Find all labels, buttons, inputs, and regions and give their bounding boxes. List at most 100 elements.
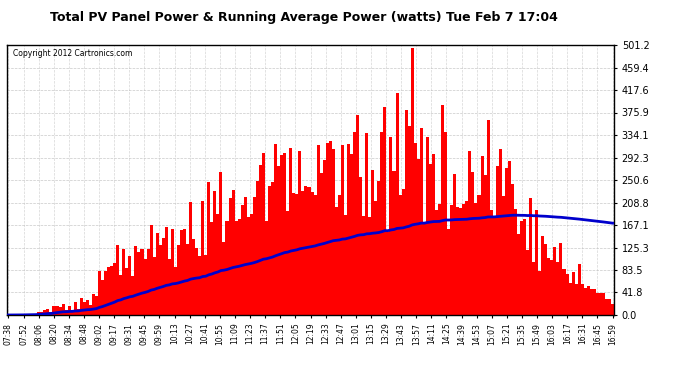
- Bar: [31, 314, 34, 315]
- Bar: [65, 310, 68, 315]
- Bar: [456, 207, 460, 315]
- Bar: [584, 288, 586, 315]
- Bar: [195, 248, 198, 315]
- Bar: [429, 164, 432, 315]
- Bar: [280, 155, 283, 315]
- Bar: [581, 285, 584, 315]
- Bar: [453, 174, 456, 315]
- Bar: [159, 245, 161, 315]
- Bar: [313, 195, 317, 315]
- Bar: [368, 216, 371, 315]
- Bar: [201, 201, 204, 315]
- Bar: [541, 236, 544, 315]
- Bar: [499, 149, 502, 315]
- Bar: [465, 201, 469, 315]
- Bar: [80, 298, 83, 315]
- Bar: [107, 267, 110, 315]
- Bar: [386, 231, 389, 315]
- Bar: [362, 216, 365, 315]
- Bar: [328, 141, 332, 315]
- Bar: [556, 262, 560, 315]
- Bar: [404, 110, 408, 315]
- Bar: [298, 151, 302, 315]
- Bar: [344, 214, 347, 315]
- Bar: [475, 203, 477, 315]
- Bar: [141, 249, 144, 315]
- Bar: [520, 221, 523, 315]
- Bar: [122, 249, 126, 315]
- Bar: [86, 300, 89, 315]
- Bar: [480, 156, 484, 315]
- Bar: [37, 312, 40, 315]
- Bar: [52, 306, 55, 315]
- Bar: [359, 177, 362, 315]
- Bar: [119, 275, 122, 315]
- Bar: [210, 222, 213, 315]
- Bar: [447, 229, 450, 315]
- Bar: [384, 107, 386, 315]
- Bar: [460, 208, 462, 315]
- Bar: [43, 310, 46, 315]
- Bar: [68, 306, 70, 315]
- Bar: [399, 195, 402, 315]
- Bar: [113, 263, 116, 315]
- Bar: [165, 227, 168, 315]
- Bar: [469, 151, 471, 315]
- Bar: [347, 144, 350, 315]
- Bar: [435, 210, 438, 315]
- Bar: [523, 219, 526, 315]
- Bar: [237, 219, 241, 315]
- Bar: [186, 244, 189, 315]
- Bar: [538, 271, 541, 315]
- Bar: [295, 194, 298, 315]
- Bar: [146, 249, 150, 315]
- Bar: [253, 196, 256, 315]
- Bar: [161, 238, 165, 315]
- Bar: [526, 250, 529, 315]
- Text: Copyright 2012 Cartronics.com: Copyright 2012 Cartronics.com: [13, 49, 132, 58]
- Bar: [532, 262, 535, 315]
- Bar: [34, 314, 37, 315]
- Bar: [486, 120, 490, 315]
- Bar: [274, 144, 277, 315]
- Bar: [177, 246, 180, 315]
- Text: Total PV Panel Power & Running Average Power (watts) Tue Feb 7 17:04: Total PV Panel Power & Running Average P…: [50, 11, 558, 24]
- Bar: [228, 198, 232, 315]
- Bar: [377, 181, 380, 315]
- Bar: [317, 145, 319, 315]
- Bar: [55, 306, 59, 315]
- Bar: [371, 170, 374, 315]
- Bar: [380, 132, 384, 315]
- Bar: [268, 186, 271, 315]
- Bar: [241, 205, 244, 315]
- Bar: [101, 280, 104, 315]
- Bar: [484, 175, 486, 315]
- Bar: [183, 229, 186, 315]
- Bar: [83, 302, 86, 315]
- Bar: [450, 206, 453, 315]
- Bar: [168, 259, 171, 315]
- Bar: [59, 307, 61, 315]
- Bar: [235, 220, 237, 315]
- Bar: [586, 286, 590, 315]
- Bar: [126, 267, 128, 315]
- Bar: [578, 264, 581, 315]
- Bar: [411, 48, 414, 315]
- Bar: [244, 197, 247, 315]
- Bar: [128, 256, 131, 315]
- Bar: [420, 128, 423, 315]
- Bar: [438, 204, 441, 315]
- Bar: [232, 190, 235, 315]
- Bar: [350, 153, 353, 315]
- Bar: [262, 153, 265, 315]
- Bar: [271, 182, 274, 315]
- Bar: [432, 154, 435, 315]
- Bar: [529, 198, 532, 315]
- Bar: [192, 240, 195, 315]
- Bar: [319, 172, 323, 315]
- Bar: [417, 159, 420, 315]
- Bar: [116, 245, 119, 315]
- Bar: [566, 273, 569, 315]
- Bar: [265, 221, 268, 315]
- Bar: [92, 294, 95, 315]
